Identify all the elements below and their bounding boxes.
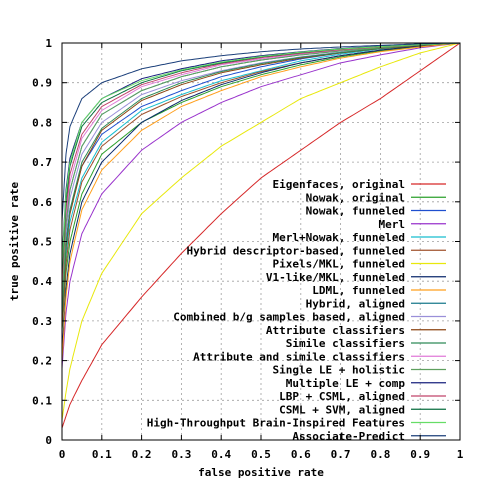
y-tick-label: 0.1: [32, 394, 52, 407]
roc-curve-line: [61, 42, 461, 266]
x-tick-label: 0.4: [211, 448, 231, 461]
legend-entry-label: Nowak, funneled: [306, 205, 405, 218]
roc-curve-line: [61, 42, 461, 317]
roc-curve-line: [61, 42, 461, 429]
x-tick-label: 0.7: [331, 448, 351, 461]
roc-curve-line: [61, 42, 461, 361]
x-tick-label: 0.8: [370, 448, 390, 461]
legend-entry-label: Attribute classifiers: [266, 324, 405, 337]
y-tick-label: 1: [45, 37, 52, 50]
legend-entry-label: Simile classifiers: [286, 337, 405, 350]
y-tick-label: 0.9: [32, 77, 52, 90]
legend-entry-label: Single LE + holistic: [273, 364, 405, 377]
legend-entry-label: Merl: [379, 218, 406, 231]
roc-curve-line: [61, 42, 461, 333]
legend-entry-label: Associate-Predict: [292, 430, 405, 443]
roc-curve-line: [61, 42, 461, 353]
legend-entry-label: Hybrid descriptor-based, funneled: [186, 244, 405, 257]
x-tick-label: 0.3: [171, 448, 191, 461]
legend-entry-label: Hybrid, aligned: [306, 297, 405, 310]
y-tick-label: 0.3: [32, 315, 52, 328]
legend-entry-label: Pixels/MKL, funneled: [273, 258, 405, 271]
legend-entry-label: LBP + CSML, aligned: [279, 390, 405, 403]
x-tick-label: 0.5: [251, 448, 271, 461]
y-tick-label: 0.6: [32, 196, 52, 209]
y-tick-label: 0.2: [32, 355, 52, 368]
y-axis-label: true positive rate: [8, 182, 21, 302]
x-tick-label: 1: [457, 448, 464, 461]
y-tick-label: 0.5: [32, 236, 52, 249]
roc-curve-line: [61, 42, 461, 421]
legend-entry-label: Combined b/g samples based, aligned: [173, 311, 405, 324]
x-axis-label: false positive rate: [198, 466, 324, 479]
legend-entry-label: V1-like/MKL, funneled: [266, 271, 405, 284]
x-tick-label: 0.1: [92, 448, 112, 461]
legend-entry-label: Eigenfaces, original: [273, 178, 405, 191]
legend-entry-label: Multiple LE + comp: [286, 377, 406, 390]
y-tick-label: 0.7: [32, 156, 52, 169]
y-tick-label: 0.8: [32, 116, 52, 129]
y-tick-label: 0: [45, 434, 52, 447]
legend-entry-label: Attribute and simile classifiers: [193, 350, 405, 363]
legend-entry-label: High-Throughput Brain-Inspired Features: [147, 417, 405, 430]
roc-curve-line: [61, 42, 461, 222]
roc-curves: [61, 42, 461, 429]
legend-entry-label: LDML, funneled: [312, 284, 405, 297]
roc-curve-line: [61, 42, 461, 369]
roc-curve-line: [61, 42, 461, 302]
x-tick-label: 0.2: [132, 448, 152, 461]
legend-entry-label: Nowak, original: [306, 191, 405, 204]
x-tick-label: 0.9: [410, 448, 430, 461]
y-tick-label: 0.4: [32, 275, 52, 288]
axis-ticks: 0 0.1 0.2 0.3 0.4 0.5 0.6 0.7 0.8 0.9 1 0 0.1 0.2 0.3 0…: [32, 37, 464, 461]
grid: [62, 43, 460, 440]
legend-entry-label: Merl+Nowak, funneled: [273, 231, 405, 244]
legend-entry-label: CSML + SVM, aligned: [279, 403, 405, 416]
x-tick-label: 0.6: [291, 448, 311, 461]
x-tick-label: 0: [59, 448, 66, 461]
